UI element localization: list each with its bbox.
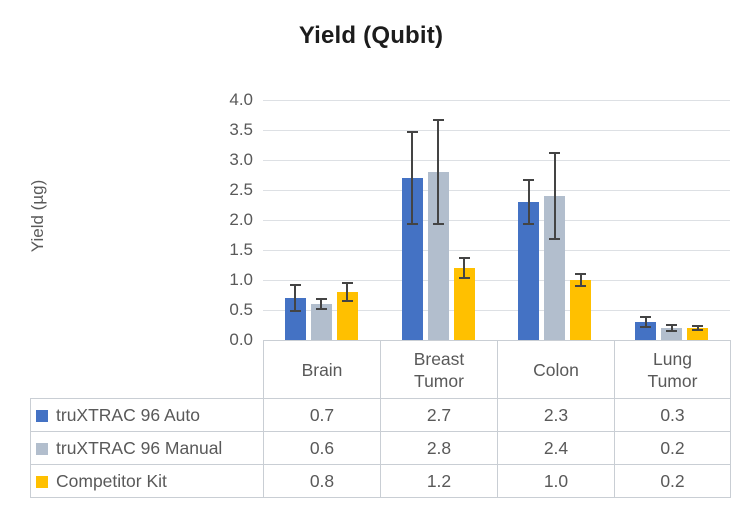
table-value-cell-competitor-kit-breast-tumor: 1.2 — [380, 464, 498, 498]
error-bar-line-truxtrac-96-manual-breast-tumor — [437, 120, 440, 224]
bar-competitor-kit-brain — [336, 292, 358, 340]
table-row-truxtrac-96-auto: truXTRAC 96 Auto 0.7 2.7 2.3 0.3 — [30, 398, 731, 432]
table-header-cell-lung-tumor: Lung Tumor — [614, 340, 731, 399]
table-corner-blank — [31, 341, 264, 399]
data-table: Brain Breast Tumor Colon Lung Tumor truXTRAC… — [30, 340, 731, 498]
table-row-competitor-kit: Competitor Kit 0.8 1.2 1.0 0.2 — [30, 464, 731, 498]
error-bar-cap-top — [640, 316, 652, 319]
error-bar-line-truxtrac-96-auto-brain — [294, 284, 297, 312]
error-bar-cap-bottom — [666, 330, 678, 332]
error-bar-line-competitor-kit-lung-tumor — [696, 325, 699, 331]
table-header-cell-brain: Brain — [263, 340, 381, 399]
table-value-cell-truxtrac-96-auto-colon: 2.3 — [497, 398, 615, 432]
y-tick-label: 1.0 — [229, 270, 253, 289]
legend-swatch-icon — [36, 443, 48, 455]
error-bar-line-competitor-kit-brain — [346, 283, 349, 301]
error-bar-cap-bottom — [575, 285, 587, 287]
legend-swatch-icon — [36, 410, 48, 422]
gridline — [263, 310, 730, 311]
error-bar-line-truxtrac-96-auto-breast-tumor — [411, 132, 414, 224]
error-bar-cap-bottom — [406, 222, 418, 225]
error-bar-cap-top — [692, 324, 704, 327]
table-value-cell-truxtrac-96-auto-brain: 0.7 — [263, 398, 381, 432]
error-bar-cap-top — [523, 178, 535, 181]
error-bar-line-truxtrac-96-auto-colon — [527, 179, 530, 225]
error-bar-cap-bottom — [458, 277, 470, 280]
plot-area — [263, 100, 730, 340]
bar-truxtrac-96-manual-colon — [544, 196, 566, 340]
table-header-row: Brain Breast Tumor Colon Lung Tumor — [31, 340, 731, 399]
y-tick-label: 4.0 — [229, 90, 253, 109]
error-bar-cap-bottom — [289, 310, 301, 313]
legend-label: truXTRAC 96 Auto — [56, 405, 200, 425]
error-bar-cap-top — [341, 282, 353, 284]
error-bar-cap-top — [315, 298, 327, 301]
y-tick-label: 1.5 — [229, 240, 253, 259]
bar-competitor-kit-colon — [570, 280, 592, 340]
error-bar-cap-bottom — [432, 222, 444, 225]
error-bar-cap-top — [406, 131, 418, 134]
bar-truxtrac-96-auto-colon — [518, 202, 540, 340]
error-bar-cap-bottom — [341, 300, 353, 302]
error-bar-cap-top — [458, 256, 470, 259]
legend-cell-truxtrac-96-auto: truXTRAC 96 Auto — [30, 398, 264, 432]
legend-cell-truxtrac-96-manual: truXTRAC 96 Manual — [30, 431, 264, 465]
error-bar-line-truxtrac-96-manual-lung-tumor — [670, 325, 673, 331]
gridline — [263, 220, 730, 221]
y-tick-label: 2.5 — [229, 180, 253, 199]
error-bar-cap-top — [289, 283, 301, 286]
gridline — [263, 130, 730, 131]
error-bar-cap-bottom — [692, 329, 704, 332]
gridline — [263, 100, 730, 101]
y-tick-label: 3.0 — [229, 150, 253, 169]
error-bar-line-competitor-kit-colon — [579, 274, 582, 286]
bar-truxtrac-96-auto-breast-tumor — [401, 178, 423, 340]
table-value-cell-truxtrac-96-manual-breast-tumor: 2.8 — [380, 431, 498, 465]
table-value-cell-competitor-kit-colon: 1.0 — [497, 464, 615, 498]
error-bar-line-truxtrac-96-manual-brain — [320, 299, 323, 309]
table-value-cell-competitor-kit-lung-tumor: 0.2 — [614, 464, 731, 498]
table-header-cell-breast-tumor: Breast Tumor — [380, 340, 498, 399]
table-value-cell-truxtrac-96-manual-colon: 2.4 — [497, 431, 615, 465]
legend-label: Competitor Kit — [56, 471, 167, 491]
bar-truxtrac-96-manual-brain — [310, 304, 332, 340]
gridline — [263, 190, 730, 191]
table-value-cell-competitor-kit-brain: 0.8 — [263, 464, 381, 498]
error-bar-cap-top — [575, 273, 587, 275]
error-bar-cap-top — [666, 324, 678, 326]
table-value-cell-truxtrac-96-manual-brain: 0.6 — [263, 431, 381, 465]
y-tick-label: 3.5 — [229, 120, 253, 139]
gridline — [263, 250, 730, 251]
error-bar-cap-bottom — [549, 238, 561, 241]
legend-cell-competitor-kit: Competitor Kit — [30, 464, 264, 498]
table-header-cell-colon: Colon — [497, 340, 615, 399]
y-tick-label: 2.0 — [229, 210, 253, 229]
error-bar-cap-top — [549, 151, 561, 154]
chart-title: Yield (Qubit) — [298, 22, 444, 49]
table-value-cell-truxtrac-96-manual-lung-tumor: 0.2 — [614, 431, 731, 465]
y-tick-label: 0.0 — [229, 330, 253, 349]
gridline — [263, 160, 730, 161]
error-bar-line-truxtrac-96-auto-lung-tumor — [644, 317, 647, 327]
legend-swatch-icon — [36, 476, 48, 488]
error-bar-cap-bottom — [523, 223, 535, 226]
error-bar-cap-bottom — [315, 307, 327, 310]
legend-label: truXTRAC 96 Manual — [56, 438, 223, 458]
error-bar-line-truxtrac-96-manual-colon — [553, 152, 556, 240]
table-value-cell-truxtrac-96-auto-lung-tumor: 0.3 — [614, 398, 731, 432]
error-bar-line-competitor-kit-breast-tumor — [463, 257, 466, 279]
error-bar-cap-bottom — [640, 325, 652, 328]
error-bar-cap-top — [432, 119, 444, 122]
gridline — [263, 280, 730, 281]
bar-truxtrac-96-auto-brain — [284, 298, 306, 340]
bar-competitor-kit-breast-tumor — [453, 268, 475, 340]
y-tick-label: 0.5 — [229, 300, 253, 319]
bar-truxtrac-96-manual-breast-tumor — [427, 172, 449, 340]
table-row-truxtrac-96-manual: truXTRAC 96 Manual 0.6 2.8 2.4 0.2 — [30, 431, 731, 465]
table-value-cell-truxtrac-96-auto-breast-tumor: 2.7 — [380, 398, 498, 432]
